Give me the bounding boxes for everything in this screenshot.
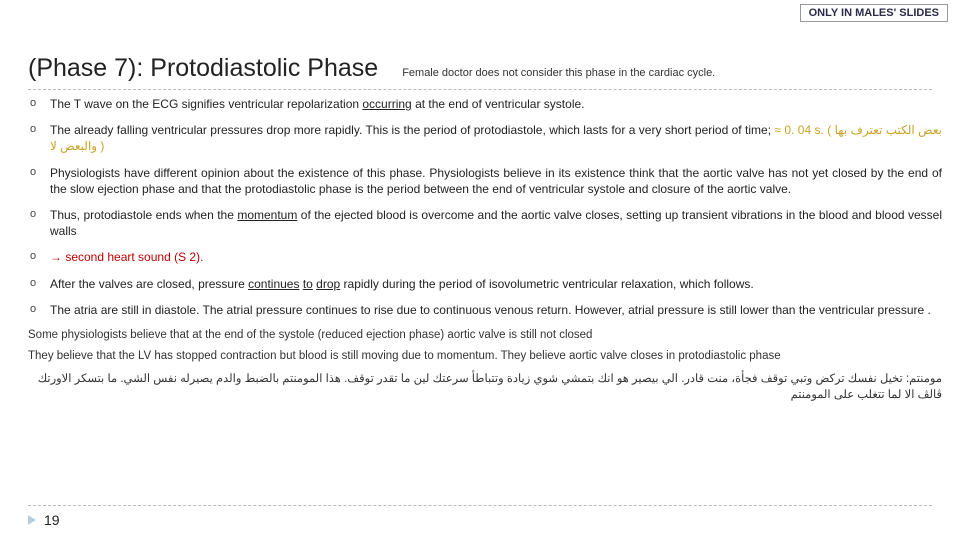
- title-row: (Phase 7): Protodiastolic Phase Female d…: [28, 54, 932, 90]
- title-note: Female doctor does not consider this pha…: [402, 67, 715, 79]
- page-number: 19: [44, 512, 60, 528]
- list-item: The T wave on the ECG signifies ventricu…: [28, 96, 942, 112]
- arrow-text: → second heart sound (S 2).: [50, 250, 203, 264]
- underline-text: continues: [248, 277, 299, 291]
- underline-text: momentum: [237, 208, 297, 222]
- list-item: Physiologists have different opinion abo…: [28, 165, 942, 197]
- text: Thus, protodiastole ends when the: [50, 208, 237, 222]
- underline-text: drop: [316, 277, 340, 291]
- play-icon: [28, 515, 36, 525]
- text: at the end of ventricular systole.: [412, 97, 585, 111]
- arabic-note: مومنتم: تخيل نفسك تركض وتبي توقف فجأة، م…: [28, 371, 942, 403]
- text: rapidly during the period of isovolumetr…: [340, 277, 754, 291]
- list-item: After the valves are closed, pressure co…: [28, 276, 942, 292]
- bullet-list: The T wave on the ECG signifies ventricu…: [28, 96, 942, 318]
- list-item: The already falling ventricular pressure…: [28, 122, 942, 154]
- list-item: The atria are still in diastole. The atr…: [28, 302, 942, 318]
- footnote-line1: Some physiologists believe that at the e…: [28, 328, 942, 344]
- males-only-badge: ONLY IN MALES' SLIDES: [800, 4, 948, 22]
- footer: 19: [28, 505, 932, 528]
- text: The already falling ventricular pressure…: [50, 123, 774, 137]
- slide-title: (Phase 7): Protodiastolic Phase: [28, 54, 378, 83]
- text: After the valves are closed, pressure: [50, 277, 248, 291]
- underline-text: occurring: [362, 97, 411, 111]
- underline-text: to: [303, 277, 313, 291]
- content-area: The T wave on the ECG signifies ventricu…: [28, 96, 942, 403]
- list-item: Thus, protodiastole ends when the moment…: [28, 207, 942, 239]
- text: The T wave on the ECG signifies ventricu…: [50, 97, 362, 111]
- list-item: → second heart sound (S 2).: [28, 249, 942, 265]
- footnote-line2: They believe that the LV has stopped con…: [28, 349, 942, 365]
